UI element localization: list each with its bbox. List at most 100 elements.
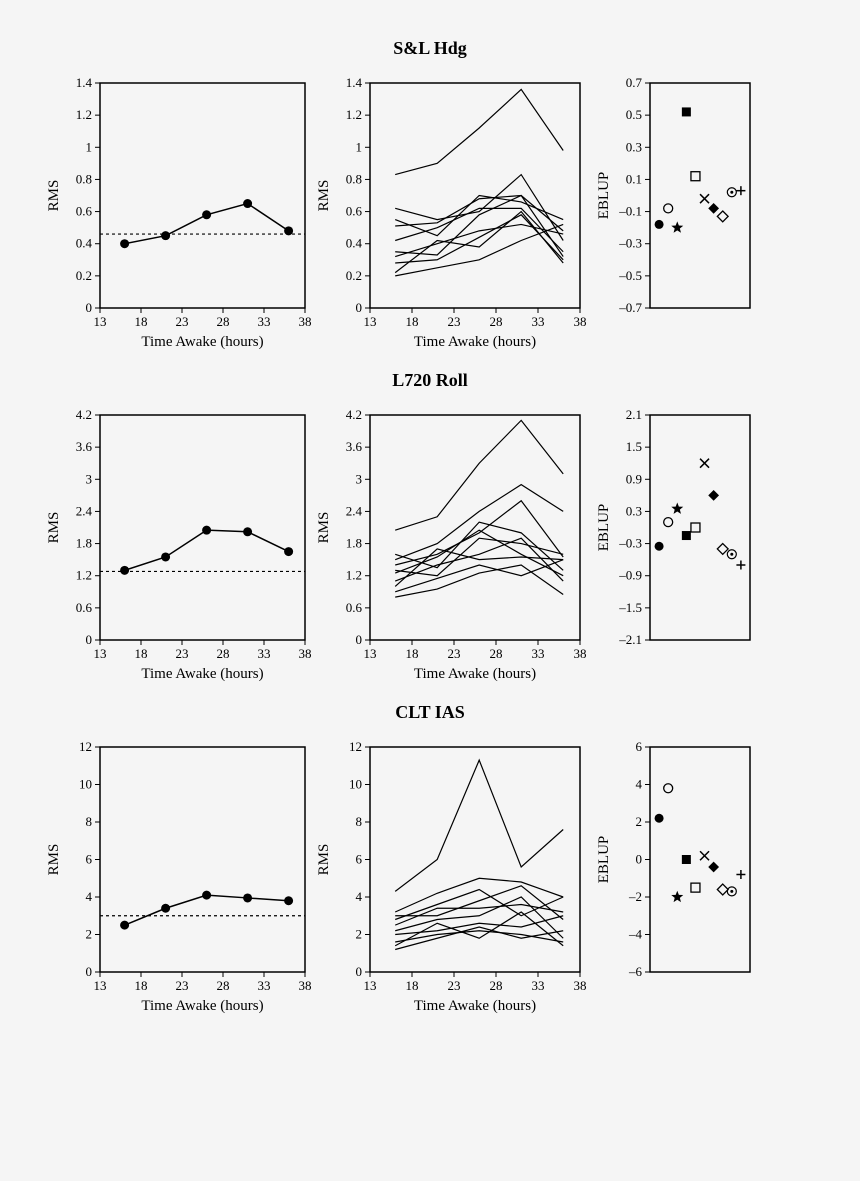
svg-text:2.4: 2.4 xyxy=(76,503,93,518)
svg-text:38: 38 xyxy=(574,978,587,993)
svg-text:2: 2 xyxy=(86,927,93,942)
svg-text:4: 4 xyxy=(356,889,363,904)
svg-text:18: 18 xyxy=(406,978,419,993)
svg-text:1.4: 1.4 xyxy=(346,75,363,90)
svg-text:2: 2 xyxy=(356,927,363,942)
eblup-panel: –2.1–1.5–0.9–0.30.30.91.52.1EBLUP xyxy=(590,395,760,690)
svg-text:23: 23 xyxy=(176,978,189,993)
svg-text:1.8: 1.8 xyxy=(76,536,92,551)
svg-text:0.5: 0.5 xyxy=(626,107,642,122)
svg-text:6: 6 xyxy=(86,852,93,867)
svg-text:Time Awake (hours): Time Awake (hours) xyxy=(141,334,263,350)
individual-rms-panel: 00.61.21.82.433.64.2131823283338Time Awa… xyxy=(315,395,590,690)
svg-text:0.8: 0.8 xyxy=(346,171,362,186)
svg-text:0: 0 xyxy=(86,300,93,315)
svg-text:12: 12 xyxy=(79,739,92,754)
svg-text:23: 23 xyxy=(448,646,461,661)
svg-text:0: 0 xyxy=(636,852,643,867)
svg-text:4: 4 xyxy=(86,889,93,904)
svg-text:23: 23 xyxy=(448,314,461,329)
svg-text:0.6: 0.6 xyxy=(76,204,93,219)
chart-row: 0 2 4 6 8 10 12 13 18 23 28 33 38 Time Awake (hours) R… xyxy=(40,727,820,1022)
eblup-panel: –6–4–20246EBLUP xyxy=(590,727,760,1022)
svg-text:28: 28 xyxy=(490,978,503,993)
svg-text:33: 33 xyxy=(532,314,545,329)
svg-text:6: 6 xyxy=(636,739,643,754)
svg-text:18: 18 xyxy=(135,646,148,661)
svg-text:–0.7: –0.7 xyxy=(618,300,642,315)
svg-text:EBLUP: EBLUP xyxy=(596,836,612,884)
svg-text:–0.1: –0.1 xyxy=(618,204,642,219)
row-title: S&L Hdg xyxy=(40,38,820,59)
svg-text:RMS: RMS xyxy=(46,844,62,876)
svg-text:1.5: 1.5 xyxy=(626,439,642,454)
mean-rms-panel: 00.20.40.60.811.21.4131823283338Time Awa… xyxy=(40,63,315,358)
svg-text:–0.3: –0.3 xyxy=(618,236,642,251)
svg-text:10: 10 xyxy=(79,777,92,792)
svg-text:0.6: 0.6 xyxy=(76,600,93,615)
svg-text:12: 12 xyxy=(349,739,362,754)
svg-text:13: 13 xyxy=(94,314,107,329)
svg-text:4.2: 4.2 xyxy=(346,407,362,422)
svg-text:33: 33 xyxy=(532,978,545,993)
svg-text:6: 6 xyxy=(356,852,363,867)
svg-text:1.2: 1.2 xyxy=(76,568,92,583)
svg-text:28: 28 xyxy=(490,646,503,661)
svg-text:1.2: 1.2 xyxy=(76,107,92,122)
svg-text:–0.3: –0.3 xyxy=(618,536,642,551)
svg-text:23: 23 xyxy=(176,646,189,661)
svg-text:23: 23 xyxy=(448,978,461,993)
svg-text:–1.5: –1.5 xyxy=(618,600,642,615)
svg-text:4: 4 xyxy=(636,777,643,792)
svg-text:3.6: 3.6 xyxy=(76,439,93,454)
svg-text:38: 38 xyxy=(574,314,587,329)
svg-text:0.7: 0.7 xyxy=(626,75,643,90)
svg-text:2: 2 xyxy=(636,814,643,829)
svg-text:0: 0 xyxy=(86,632,93,647)
svg-text:–0.9: –0.9 xyxy=(618,568,642,583)
svg-text:18: 18 xyxy=(135,314,148,329)
svg-text:Time Awake (hours): Time Awake (hours) xyxy=(414,666,536,682)
svg-text:2.4: 2.4 xyxy=(346,503,363,518)
svg-text:0.4: 0.4 xyxy=(346,236,363,251)
svg-text:EBLUP: EBLUP xyxy=(596,172,612,220)
svg-text:18: 18 xyxy=(406,646,419,661)
svg-text:13: 13 xyxy=(364,978,377,993)
svg-text:0: 0 xyxy=(356,300,363,315)
svg-text:EBLUP: EBLUP xyxy=(596,504,612,552)
chart-row: 00.61.21.82.433.64.2131823283338Time Awa… xyxy=(40,395,820,690)
chart-row: 00.20.40.60.811.21.4131823283338Time Awa… xyxy=(40,63,820,358)
svg-text:0.9: 0.9 xyxy=(626,471,642,486)
svg-text:4.2: 4.2 xyxy=(76,407,92,422)
svg-text:0.8: 0.8 xyxy=(76,171,92,186)
svg-text:0.2: 0.2 xyxy=(76,268,92,283)
svg-text:0.4: 0.4 xyxy=(76,236,93,251)
svg-text:RMS: RMS xyxy=(316,844,332,876)
svg-text:0.1: 0.1 xyxy=(626,171,642,186)
svg-text:1.4: 1.4 xyxy=(76,75,93,90)
svg-text:28: 28 xyxy=(217,978,230,993)
individual-rms-panel: 00.20.40.60.811.21.4131823283338Time Awa… xyxy=(315,63,590,358)
svg-text:1.2: 1.2 xyxy=(346,568,362,583)
svg-text:3: 3 xyxy=(86,471,93,486)
svg-text:0.2: 0.2 xyxy=(346,268,362,283)
svg-text:RMS: RMS xyxy=(46,180,62,212)
svg-text:2.1: 2.1 xyxy=(626,407,642,422)
svg-text:33: 33 xyxy=(532,646,545,661)
svg-text:0.3: 0.3 xyxy=(626,503,642,518)
svg-text:28: 28 xyxy=(217,646,230,661)
svg-text:Time Awake (hours): Time Awake (hours) xyxy=(414,998,536,1014)
svg-text:0: 0 xyxy=(86,964,93,979)
svg-text:1.8: 1.8 xyxy=(346,536,362,551)
svg-text:RMS: RMS xyxy=(46,512,62,544)
row-title: CLT IAS xyxy=(40,702,820,723)
svg-text:23: 23 xyxy=(176,314,189,329)
svg-text:3.6: 3.6 xyxy=(346,439,363,454)
svg-text:10: 10 xyxy=(349,777,362,792)
mean-rms-panel: 00.61.21.82.433.64.2131823283338Time Awa… xyxy=(40,395,315,690)
svg-text:Time Awake (hours): Time Awake (hours) xyxy=(141,666,263,682)
svg-text:0: 0 xyxy=(356,964,363,979)
svg-text:RMS: RMS xyxy=(316,512,332,544)
svg-text:0.3: 0.3 xyxy=(626,139,642,154)
svg-text:8: 8 xyxy=(356,814,363,829)
